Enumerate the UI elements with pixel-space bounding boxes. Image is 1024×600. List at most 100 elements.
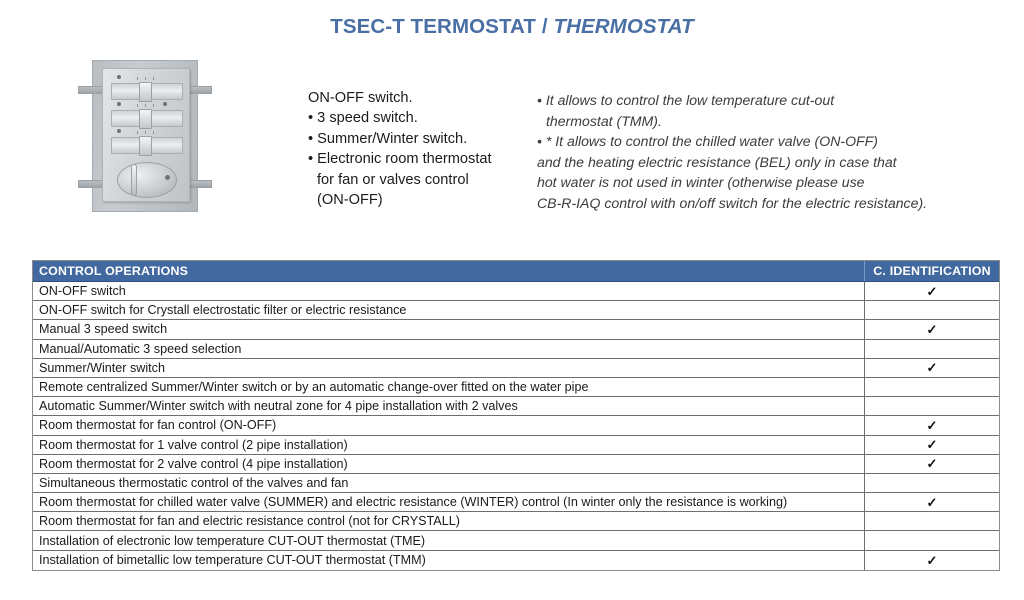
scale-tick-icon	[153, 131, 154, 134]
feature-item: ON-OFF switch.	[308, 90, 413, 106]
page-title-main: TSEC-T TERMOSTAT /	[330, 15, 554, 38]
slider-knob-icon[interactable]	[139, 82, 152, 102]
cell-identification: ✓	[865, 359, 999, 377]
table-row: Installation of electronic low temperatu…	[33, 531, 999, 551]
check-icon: ✓	[926, 437, 938, 453]
scale-tick-icon	[137, 77, 138, 80]
snowflake-icon	[163, 102, 167, 106]
cell-identification	[865, 301, 999, 319]
table-header-row: CONTROL OPERATIONS C. IDENTIFICATION	[33, 261, 999, 282]
table-row: Summer/Winter switch ✓	[33, 358, 999, 378]
control-operations-table: CONTROL OPERATIONS C. IDENTIFICATION ON-…	[32, 260, 1000, 571]
table-row: Room thermostat for fan control (ON-OFF)…	[33, 416, 999, 436]
features-list: ON-OFF switch. • 3 speed switch. • Summe…	[308, 88, 530, 210]
cell-operation: Room thermostat for 1 valve control (2 p…	[33, 435, 865, 454]
scale-tick-icon	[137, 104, 138, 107]
cell-operation: Simultaneous thermostatic control of the…	[33, 473, 865, 493]
notes-list: • It allows to control the low temperatu…	[537, 90, 987, 214]
summer-winter-slider-switch[interactable]	[111, 109, 183, 129]
cell-identification: ✓	[865, 455, 999, 473]
cell-identification: ✓	[865, 282, 999, 300]
scale-tick-icon	[137, 131, 138, 134]
cell-identification	[865, 397, 999, 415]
rotary-thermostat-knob[interactable]	[117, 162, 177, 198]
device-faceplate	[102, 68, 190, 202]
on-off-slider-switch[interactable]	[111, 136, 183, 156]
mounting-bracket-bottom-left	[78, 180, 104, 188]
scale-tick-icon	[145, 104, 146, 107]
table-row: Simultaneous thermostatic control of the…	[33, 473, 999, 494]
note-line: hot water is not used in winter (otherwi…	[537, 174, 865, 191]
note-line: thermostat (TMM).	[546, 112, 662, 129]
table-row: Manual 3 speed switch ✓	[33, 320, 999, 340]
cell-operation: ON-OFF switch for Crystall electrostatic…	[33, 301, 865, 320]
thermostat-device-image	[78, 52, 212, 224]
note-line: and the heating electric resistance (BEL…	[537, 153, 897, 170]
cell-operation: Installation of electronic low temperatu…	[33, 531, 865, 550]
table-row: Automatic Summer/Winter switch with neut…	[33, 397, 999, 417]
cell-identification: ✓	[865, 436, 999, 454]
table-row: Room thermostat for 2 valve control (4 p…	[33, 454, 999, 474]
cell-operation: Manual/Automatic 3 speed selection	[33, 339, 865, 358]
cell-operation: Room thermostat for 2 valve control (4 p…	[33, 454, 865, 473]
scale-tick-icon	[145, 77, 146, 80]
table-row: Room thermostat for chilled water valve …	[33, 493, 999, 513]
mounting-bracket-top-left	[78, 86, 104, 94]
note-line: • * It allows to control the chilled wat…	[537, 133, 878, 150]
check-icon: ✓	[926, 456, 938, 472]
knob-pointer-icon	[131, 164, 137, 196]
cell-operation: Room thermostat for chilled water valve …	[33, 493, 865, 512]
cell-operation: Remote centralized Summer/Winter switch …	[33, 377, 865, 397]
switch-marker-3-icon	[117, 129, 121, 133]
table-row: Manual/Automatic 3 speed selection	[33, 339, 999, 359]
note-line: • It allows to control the low temperatu…	[537, 92, 835, 108]
scale-tick-icon	[153, 104, 154, 107]
feature-item: • Electronic room thermostat	[308, 151, 492, 168]
table-row: ON-OFF switch ✓	[33, 282, 999, 302]
cell-operation: Room thermostat for fan control (ON-OFF)	[33, 416, 865, 435]
feature-item-continuation: (ON-OFF)	[317, 192, 383, 209]
cell-operation: Room thermostat for fan and electric res…	[33, 512, 865, 531]
check-icon: ✓	[926, 494, 938, 510]
cell-identification	[865, 340, 999, 358]
page-title-italic: THERMOSTAT	[553, 15, 694, 38]
note-line: CB-R-IAQ control with on/off switch for …	[537, 194, 928, 211]
check-icon: ✓	[926, 552, 938, 568]
cell-identification: ✓	[865, 320, 999, 338]
table-row: Remote centralized Summer/Winter switch …	[33, 377, 999, 398]
switch-marker-1-icon	[117, 75, 121, 79]
screw-icon	[165, 175, 170, 180]
cell-identification	[865, 378, 999, 396]
table-row: Room thermostat for fan and electric res…	[33, 512, 999, 532]
slider-knob-icon[interactable]	[139, 109, 152, 129]
check-icon: ✓	[926, 283, 938, 299]
scale-tick-icon	[153, 77, 154, 80]
table-row: ON-OFF switch for Crystall electrostatic…	[33, 301, 999, 321]
check-icon: ✓	[926, 360, 938, 376]
table-body: ON-OFF switch ✓ ON-OFF switch for Crystall…	[33, 282, 999, 570]
switch-marker-2-icon	[117, 102, 121, 106]
page-title: TSEC-T TERMOSTAT / THERMOSTAT	[0, 15, 1024, 39]
table-row: Room thermostat for 1 valve control (2 p…	[33, 435, 999, 455]
slider-knob-icon[interactable]	[139, 136, 152, 156]
feature-item: • 3 speed switch.	[308, 110, 418, 127]
cell-identification	[865, 512, 999, 530]
column-header-identification: C. IDENTIFICATION	[873, 264, 991, 278]
scale-tick-icon	[145, 131, 146, 134]
cell-operation: ON-OFF switch	[33, 282, 865, 301]
feature-item: • Summer/Winter switch.	[308, 130, 468, 147]
speed-slider-switch-1[interactable]	[111, 82, 183, 102]
cell-operation: Summer/Winter switch	[33, 358, 865, 377]
cell-identification: ✓	[865, 551, 999, 570]
cell-operation: Manual 3 speed switch	[33, 320, 865, 339]
cell-identification: ✓	[865, 416, 999, 434]
column-header-control-operations: CONTROL OPERATIONS	[33, 261, 865, 281]
cell-identification	[865, 531, 999, 549]
check-icon: ✓	[926, 417, 938, 433]
check-icon: ✓	[926, 321, 938, 337]
feature-item-continuation: for fan or valves control	[317, 171, 469, 188]
cell-operation: Automatic Summer/Winter switch with neut…	[33, 397, 865, 416]
cell-operation: Installation of bimetallic low temperatu…	[33, 550, 865, 570]
table-row: Installation of bimetallic low temperatu…	[33, 550, 999, 570]
